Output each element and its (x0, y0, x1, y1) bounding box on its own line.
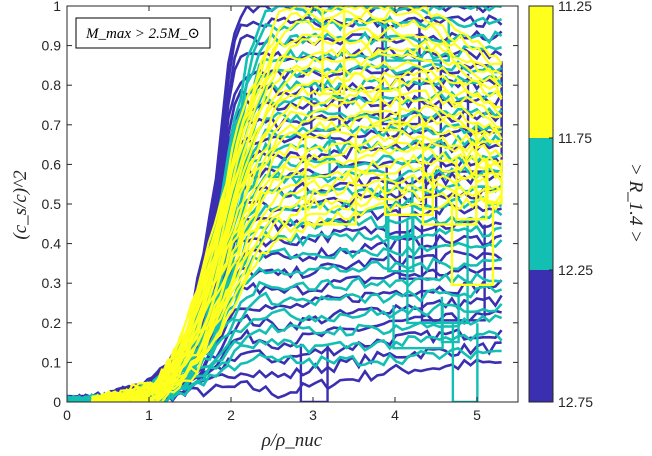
eos-curve (387, 210, 415, 273)
eos-curve (91, 162, 503, 402)
y-tick-label: 0.7 (42, 117, 62, 133)
eos-curve (91, 139, 503, 402)
x-tick-label: 1 (145, 407, 153, 423)
colorbar: 11.25 11.75 12.25 12.75 (528, 0, 593, 410)
eos-curve (420, 224, 486, 322)
eos-curve (486, 159, 503, 205)
eos-curve (91, 25, 503, 402)
eos-curve (91, 6, 503, 402)
colorbar-tick-label: 12.75 (558, 394, 593, 410)
eos-curve (421, 121, 478, 226)
y-tick-label: 1 (53, 0, 61, 14)
eos-curve (90, 146, 503, 402)
eos-curve (90, 70, 503, 402)
y-tick-label: 0.9 (42, 38, 62, 54)
plot-area (67, 6, 503, 402)
eos-curve (91, 8, 502, 402)
annotation-box: M_max > 2.5M_⊙ (75, 17, 211, 49)
x-tick-label: 4 (391, 407, 399, 423)
x-tick-label: 2 (227, 407, 235, 423)
colorbar-band (529, 138, 553, 270)
y-tick-label: 0.2 (42, 315, 62, 331)
eos-curve (304, 134, 357, 226)
y-tick-label: 0.6 (42, 156, 62, 172)
annotation-text: M_max > 2.5M_⊙ (85, 26, 200, 42)
eos-curve (91, 87, 502, 402)
eos-curve (67, 6, 502, 402)
eos-curve (67, 264, 502, 402)
y-tick-label: 0.8 (42, 77, 62, 93)
eos-curve (268, 133, 331, 179)
colorbar-tick-label: 11.25 (558, 0, 592, 14)
x-tick-label: 0 (63, 407, 71, 423)
colorbar-tick-label: 12.25 (558, 262, 593, 278)
y-tick-label: 0.5 (42, 196, 62, 212)
colorbar-band (529, 6, 553, 138)
eos-curve (383, 174, 434, 216)
eos-curve (91, 76, 502, 402)
eos-curve (67, 257, 502, 402)
y-axis-label: (c_s/c)^2 (10, 170, 31, 240)
colorbar-label: > R_1.4 > (625, 163, 646, 243)
x-tick-label: 5 (473, 407, 481, 423)
eos-curve (451, 323, 479, 402)
eos-curve (299, 343, 329, 402)
colorbar-frame (528, 5, 554, 403)
y-tick-label: 0.1 (42, 354, 62, 370)
eos-curve (450, 202, 495, 287)
y-tick-label: 0.4 (42, 236, 62, 252)
axes: 0 1 2 3 4 5 0 0.1 0.2 0.3 0.4 0.5 0.6 0.7 0.8 0.9 1 (42, 0, 518, 423)
eos-curve (379, 77, 401, 132)
colorbar-band (529, 270, 553, 402)
y-tick-label: 0.3 (42, 275, 62, 291)
eos-curve (392, 304, 444, 350)
x-axis-label: ρ/ρ_nuc (261, 430, 323, 451)
y-tick-label: 0 (53, 394, 61, 410)
x-tick-label: 3 (309, 407, 317, 423)
colorbar-tick-label: 11.75 (558, 130, 592, 146)
